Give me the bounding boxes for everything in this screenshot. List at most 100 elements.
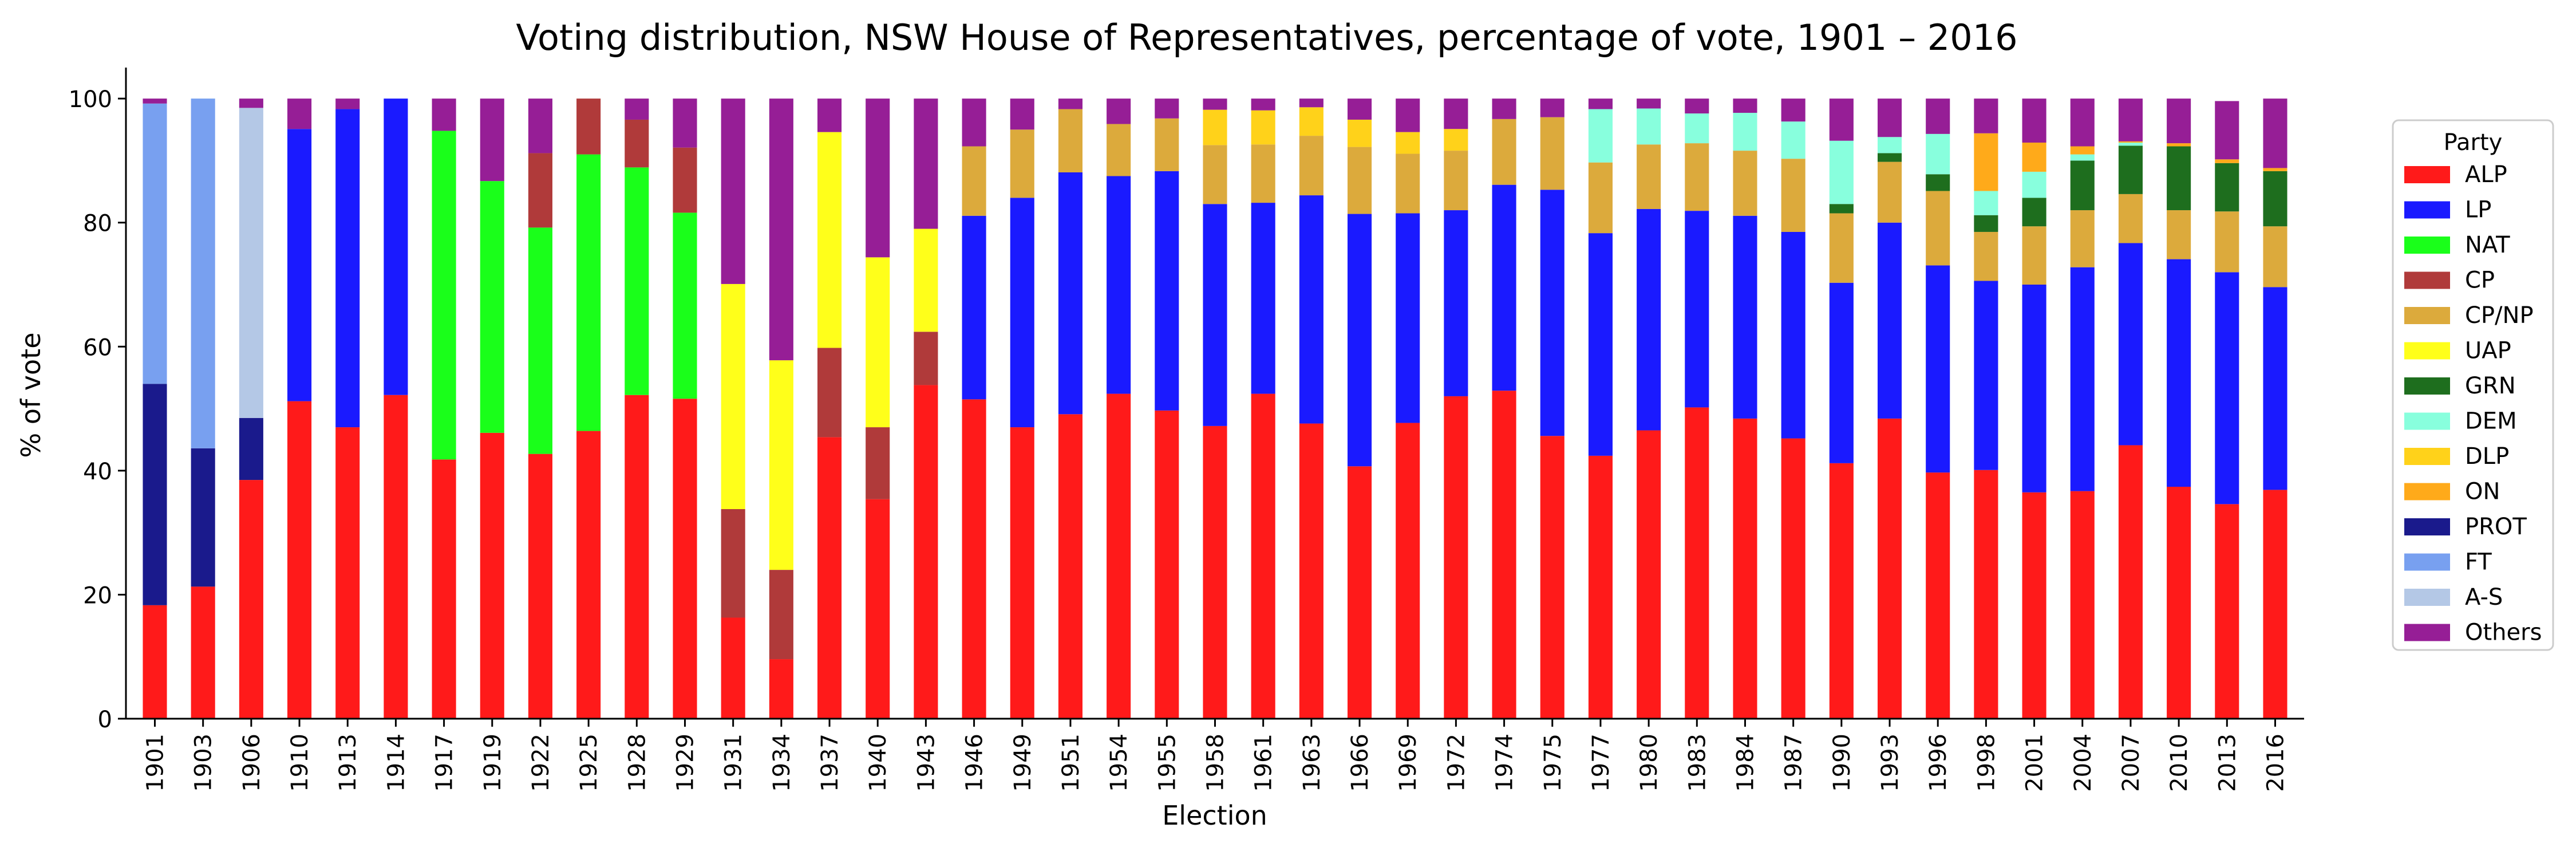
legend-label-a-s: A-S — [2465, 584, 2503, 610]
bar-1993-others — [1877, 98, 1902, 137]
bar-1958-dlp — [1203, 109, 1227, 145]
bar-1996-cp-np — [1926, 191, 1950, 266]
bar-2010-grn — [2167, 146, 2191, 211]
bar-1928-others — [625, 98, 649, 120]
y-tick-label: 0 — [98, 707, 112, 733]
bar-2001-alp — [2022, 492, 2046, 719]
bar-2007-on — [2118, 141, 2143, 143]
bar-1990-others — [1829, 98, 1854, 141]
bar-1931-alp — [721, 617, 745, 719]
x-tick-label: 1917 — [432, 734, 458, 792]
bar-1990-dem — [1829, 140, 1854, 204]
bar-1966-dlp — [1348, 119, 1372, 147]
bar-1946-cp-np — [962, 146, 986, 216]
bar-1972-others — [1444, 98, 1468, 129]
bar-1910-alp — [287, 401, 312, 719]
bar-1977-lp — [1588, 233, 1613, 456]
bar-1990-grn — [1829, 204, 1854, 214]
bar-1951-lp — [1058, 172, 1082, 415]
bar-1972-dlp — [1444, 129, 1468, 151]
x-tick-label: 1969 — [1395, 734, 1421, 792]
bar-1913-others — [335, 98, 360, 109]
bar-1958-alp — [1203, 425, 1227, 719]
bar-2013-on — [2215, 159, 2239, 163]
x-tick-label: 1974 — [1492, 734, 1518, 792]
x-tick-label: 1931 — [721, 734, 747, 792]
bar-1903-ft — [191, 98, 215, 448]
x-tick-label: 2001 — [2022, 734, 2048, 792]
x-tick-label: 1951 — [1058, 734, 1084, 792]
x-tick-label: 1954 — [1106, 734, 1132, 792]
legend-swatch-ft — [2404, 553, 2450, 571]
bar-1963-dlp — [1299, 107, 1323, 136]
legend-label-prot: PROT — [2465, 514, 2527, 540]
bar-1961-cp-np — [1251, 144, 1275, 203]
bar-2004-grn — [2070, 160, 2095, 211]
x-tick-label: 1922 — [528, 734, 554, 792]
x-tick-label: 2007 — [2118, 734, 2144, 792]
legend-swatch-cp — [2404, 271, 2450, 289]
x-tick-label: 1946 — [962, 734, 988, 792]
bar-2007-lp — [2118, 243, 2143, 446]
bar-2010-others — [2167, 98, 2191, 144]
bar-2010-lp — [2167, 259, 2191, 487]
bar-1983-alp — [1685, 407, 1709, 719]
legend-label-cp-np: CP/NP — [2465, 302, 2534, 329]
legend-label-nat: NAT — [2465, 232, 2510, 258]
x-tick-label: 2016 — [2262, 734, 2289, 792]
legend-swatch-nat — [2404, 237, 2450, 254]
bar-1931-cp — [721, 509, 745, 618]
x-tick-label: 1998 — [1973, 734, 2000, 792]
bar-2007-dem — [2118, 143, 2143, 146]
bar-1990-alp — [1829, 463, 1854, 719]
legend-swatch-dlp — [2404, 448, 2450, 465]
bar-2013-alp — [2215, 504, 2239, 719]
bar-1943-alp — [914, 385, 938, 719]
bar-1990-cp-np — [1829, 213, 1854, 283]
bar-1934-cp — [769, 570, 793, 660]
bar-1975-alp — [1540, 436, 1564, 719]
bar-1996-alp — [1926, 472, 1950, 719]
bar-1917-alp — [432, 459, 456, 719]
legend-swatch-uap — [2404, 342, 2450, 360]
bar-2001-grn — [2022, 198, 2046, 227]
bar-1961-others — [1251, 98, 1275, 111]
bar-1955-cp-np — [1155, 118, 1179, 171]
bar-1984-lp — [1733, 215, 1757, 419]
bar-1984-others — [1733, 98, 1757, 113]
x-tick-label: 1984 — [1733, 734, 1759, 792]
bar-1906-alp — [239, 480, 263, 719]
bar-1977-alp — [1588, 455, 1613, 719]
bar-2004-lp — [2070, 267, 2095, 491]
bar-1951-cp-np — [1058, 109, 1082, 172]
bar-1906-others — [239, 98, 263, 108]
bar-1917-nat — [432, 131, 456, 460]
bar-1954-cp-np — [1107, 124, 1131, 176]
x-tick-label: 1937 — [817, 734, 843, 792]
bar-2016-grn — [2263, 171, 2287, 227]
bar-1913-alp — [335, 427, 360, 719]
bar-1919-nat — [480, 181, 504, 433]
bar-1934-uap — [769, 360, 793, 570]
bar-1980-lp — [1637, 208, 1661, 431]
x-tick-label: 1943 — [913, 734, 939, 792]
bar-1974-others — [1492, 98, 1516, 119]
x-tick-label: 1977 — [1588, 734, 1614, 792]
bar-1998-lp — [1974, 281, 1998, 470]
bar-1983-dem — [1685, 113, 1709, 144]
bar-1929-cp — [673, 147, 697, 213]
x-tick-label: 1914 — [383, 734, 409, 792]
bar-1990-lp — [1829, 282, 1854, 463]
bar-1998-dem — [1974, 191, 1998, 215]
bar-1963-alp — [1299, 423, 1323, 719]
bar-1980-cp-np — [1637, 144, 1661, 209]
x-tick-label: 1906 — [239, 734, 265, 792]
bar-1980-alp — [1637, 430, 1661, 719]
bar-1922-nat — [528, 227, 552, 454]
legend-swatch-prot — [2404, 518, 2450, 535]
bar-1903-prot — [191, 448, 215, 587]
bar-1975-others — [1540, 98, 1564, 117]
bar-2007-cp-np — [2118, 194, 2143, 243]
bar-2013-lp — [2215, 272, 2239, 505]
bar-1949-alp — [1010, 427, 1034, 719]
